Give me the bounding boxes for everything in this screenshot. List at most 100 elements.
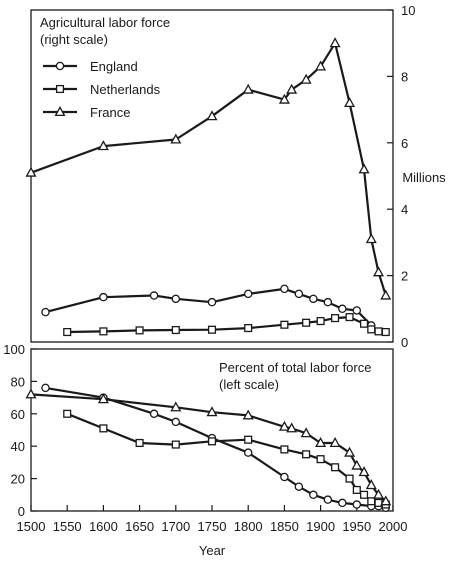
legend-item-england: England — [43, 59, 138, 74]
bottom-point-england — [309, 490, 318, 500]
x-tick-label: 1500 — [17, 519, 46, 534]
bottom-point-france — [329, 437, 341, 448]
top-point-england — [207, 297, 217, 307]
left-y-tick-label: 60 — [11, 407, 25, 422]
top-point-netherlands — [381, 327, 390, 337]
top-point-netherlands — [374, 327, 383, 336]
top-point-france — [170, 133, 182, 144]
x-tick-label: 1550 — [53, 519, 82, 534]
top-point-france — [286, 83, 298, 94]
top-point-netherlands — [244, 324, 253, 333]
top-point-netherlands — [207, 325, 217, 334]
top-point-france — [242, 83, 254, 94]
bottom-panel: Percent of total labor force (left scale… — [3, 342, 407, 558]
bottom-series-france — [25, 388, 392, 506]
top-point-france — [380, 289, 392, 300]
bottom-point-france — [278, 420, 290, 431]
top-point-england — [352, 306, 362, 315]
top-point-france — [278, 93, 290, 104]
bottom-point-netherlands — [302, 450, 311, 459]
bottom-point-netherlands — [99, 424, 108, 433]
bottom-point-england — [280, 472, 289, 482]
top-point-france — [365, 233, 377, 244]
x-axis-label: Year — [199, 543, 226, 558]
bottom-point-france — [97, 393, 109, 404]
top-point-netherlands — [135, 326, 144, 335]
x-tick-label: 1850 — [270, 519, 299, 534]
legend-label-netherlands: Netherlands — [90, 82, 161, 97]
bottom-series-england — [41, 383, 391, 513]
bottom-point-france — [380, 495, 392, 506]
x-tick-label: 1600 — [89, 519, 118, 534]
top-point-france — [344, 97, 356, 108]
bottom-point-england — [338, 498, 347, 508]
bottom-point-england — [41, 383, 50, 393]
top-series-france — [25, 37, 392, 300]
legend-marker-england — [55, 61, 65, 71]
bottom-point-england — [323, 495, 333, 504]
bottom-point-france — [242, 409, 254, 420]
bottom-line-netherlands — [66, 412, 387, 506]
bottom-point-france — [373, 488, 385, 499]
bottom-line-france — [30, 393, 387, 503]
right-y-tick-label: 4 — [401, 202, 408, 217]
top-point-england — [294, 289, 304, 299]
bottom-panel-subtitle: (left scale) — [219, 377, 279, 392]
right-y-tick-label: 0 — [401, 335, 408, 350]
legend-marker-netherlands — [55, 84, 65, 94]
bottom-point-england — [149, 409, 159, 419]
x-tick-label: 1800 — [234, 519, 263, 534]
top-panel: Agricultural labor force (right scale) E… — [25, 3, 446, 350]
top-point-england — [309, 294, 318, 304]
bottom-point-netherlands — [331, 463, 340, 472]
bottom-point-france — [351, 459, 363, 470]
top-point-netherlands — [171, 325, 180, 335]
right-y-axis: 0 2 4 6 8 10 — [387, 3, 415, 350]
left-y-tick-label: 100 — [3, 342, 25, 357]
bottom-point-england — [171, 417, 181, 427]
top-point-england — [41, 307, 50, 317]
x-tick-label: 1900 — [306, 519, 335, 534]
top-point-netherlands — [63, 327, 72, 337]
top-series — [25, 37, 392, 337]
bottom-point-netherlands — [316, 455, 325, 464]
axes: 0 20 40 60 80 100 1500 1550 1600 1650 1700 1750 1800… — [3, 342, 407, 534]
legend: England Netherlands France — [43, 59, 161, 120]
top-point-netherlands — [99, 327, 108, 336]
top-point-england — [280, 284, 289, 294]
top-point-england — [323, 297, 333, 307]
top-point-england — [171, 294, 181, 304]
right-y-tick-label: 10 — [401, 3, 415, 18]
right-y-tick-label: 8 — [401, 69, 408, 84]
bottom-point-netherlands — [63, 409, 72, 418]
top-point-netherlands — [367, 325, 376, 334]
bottom-point-england — [243, 448, 253, 457]
top-point-netherlands — [280, 320, 289, 329]
top-panel-subtitle: (right scale) — [40, 32, 108, 47]
top-point-france — [315, 60, 327, 71]
bottom-line-england — [45, 386, 387, 509]
top-panel-title: Agricultural labor force — [40, 15, 170, 30]
bottom-point-netherlands — [352, 485, 361, 494]
bottom-point-netherlands — [280, 445, 289, 454]
x-tick-label: 2000 — [379, 519, 408, 534]
legend-item-netherlands: Netherlands — [43, 82, 161, 97]
left-y-tick-label: 40 — [11, 439, 25, 454]
right-y-tick-label: 2 — [401, 269, 408, 284]
bottom-point-england — [294, 482, 304, 491]
bottom-point-france — [170, 401, 182, 412]
bottom-point-england — [352, 500, 362, 509]
top-point-netherlands — [302, 318, 311, 327]
x-tick-label: 1750 — [198, 519, 227, 534]
bottom-series-netherlands — [63, 409, 390, 509]
top-point-france — [25, 166, 37, 177]
bottom-series — [25, 383, 392, 513]
legend-label-england: England — [90, 59, 138, 74]
top-point-france — [300, 73, 312, 84]
top-point-netherlands — [359, 319, 369, 328]
left-y-tick-label: 0 — [18, 504, 25, 519]
top-point-england — [243, 289, 253, 299]
x-tick-label: 1700 — [161, 519, 190, 534]
top-line-france — [30, 42, 387, 296]
